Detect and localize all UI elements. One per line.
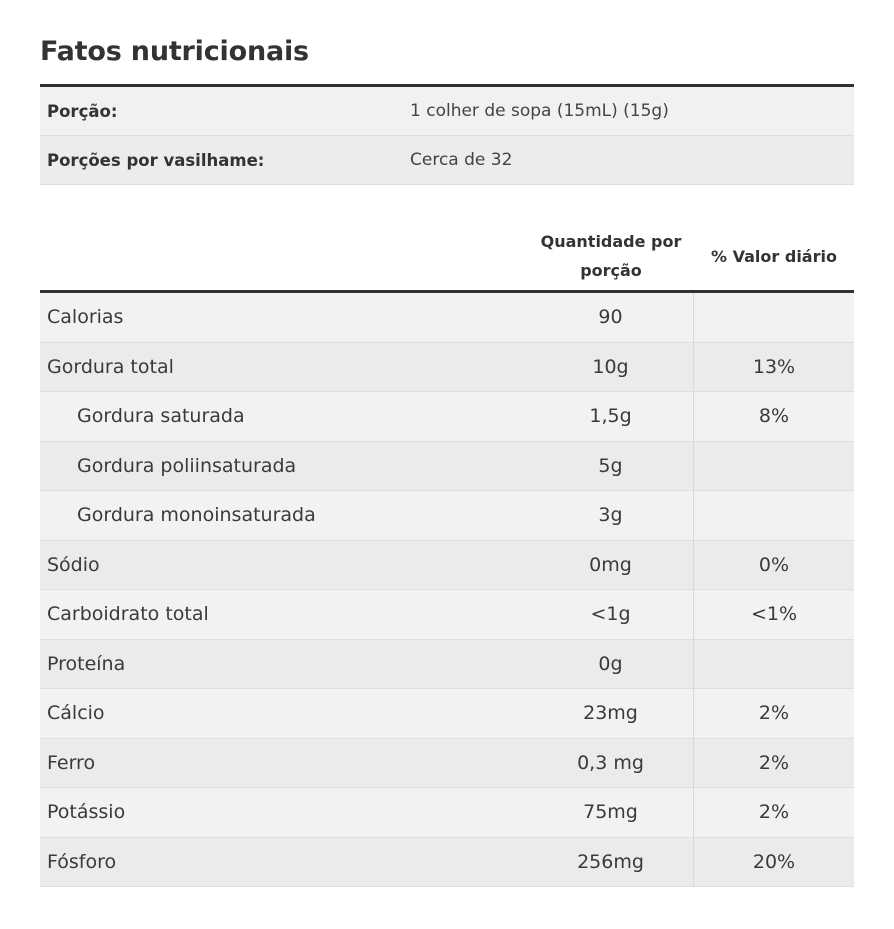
nutrient-amount: <1g [528,590,694,639]
nutrient-name: Sódio [47,553,100,576]
daily-value-header: % Valor diário [711,246,837,266]
nutrient-name: Gordura poliinsaturada [77,454,297,477]
nutrient-daily-value: 2% [758,801,790,824]
serving-size-row: Porção: 1 colher de sopa (15mL) (15g) [40,87,854,136]
nutrient-name: Carboidrato total [47,603,209,626]
amount-header-line2: porção [580,261,642,280]
table-row: Carboidrato total <1g <1% [40,590,854,640]
serving-size-value: 1 colher de sopa (15mL) (15g) [410,101,669,121]
table-row: Fósforo 256mg 20% [40,837,854,887]
serving-info-table: Porção: 1 colher de sopa (15mL) (15g) Po… [40,84,854,185]
nutrient-name: Calorias [47,306,124,329]
table-row: Calorias 90 [40,293,854,343]
nutrient-daily-value: 13% [752,355,796,378]
nutrient-name: Gordura total [47,355,174,378]
nutrient-name: Gordura saturada [77,405,245,428]
table-row: Ferro 0,3 mg 2% [40,738,854,788]
table-row: Proteína 0g [40,639,854,689]
nutrient-amount: 5g [528,441,694,490]
nutrient-amount: 256mg [528,837,694,886]
nutrient-name: Cálcio [47,702,105,725]
nutrient-daily-value: 2% [758,702,790,725]
nutrient-table-header: Quantidade por porção % Valor diário [40,222,854,290]
table-row: Gordura total 10g 13% [40,342,854,392]
nutrient-daily-value: 0% [758,553,790,576]
nutrient-name: Gordura monoinsaturada [77,504,316,527]
nutrient-name: Ferro [47,751,96,774]
nutrient-amount: 1,5g [528,392,694,441]
table-row: Potássio 75mg 2% [40,788,854,838]
nutrient-amount: 10g [528,342,694,391]
nutrient-amount: 0g [528,639,694,688]
table-row: Cálcio 23mg 2% [40,689,854,739]
nutrient-daily-value: 20% [752,850,796,873]
servings-per-container-value: Cerca de 32 [410,150,513,170]
nutrient-name: Potássio [47,801,126,824]
table-row: Gordura saturada 1,5g 8% [40,392,854,442]
serving-size-label: Porção: [47,101,118,121]
nutrient-amount: 23mg [528,689,694,738]
nutrient-amount: 75mg [528,788,694,837]
table-row: Gordura monoinsaturada 3g [40,491,854,541]
nutrient-daily-value: 8% [758,405,790,428]
table-row: Sódio 0mg 0% [40,540,854,590]
amount-per-serving-header: Quantidade por porção [528,227,694,285]
nutrient-table: Calorias 90 Gordura total 10g 13% Gordura sat… [40,290,854,887]
nutrient-amount: 90 [528,293,694,342]
nutrient-amount: 3g [528,491,694,540]
servings-per-container-row: Porções por vasilhame: Cerca de 32 [40,136,854,185]
nutrient-daily-value: <1% [750,603,798,626]
nutrient-name: Fósforo [47,850,117,873]
table-row: Gordura poliinsaturada 5g [40,441,854,491]
nutrient-daily-value: 2% [758,751,790,774]
amount-header-line1: Quantidade por [540,232,682,251]
nutrient-amount: 0,3 mg [528,738,694,787]
nutrient-amount: 0mg [528,540,694,589]
servings-per-container-label: Porções por vasilhame: [47,150,265,170]
page-title: Fatos nutricionais [40,36,309,67]
nutrient-name: Proteína [47,652,126,675]
